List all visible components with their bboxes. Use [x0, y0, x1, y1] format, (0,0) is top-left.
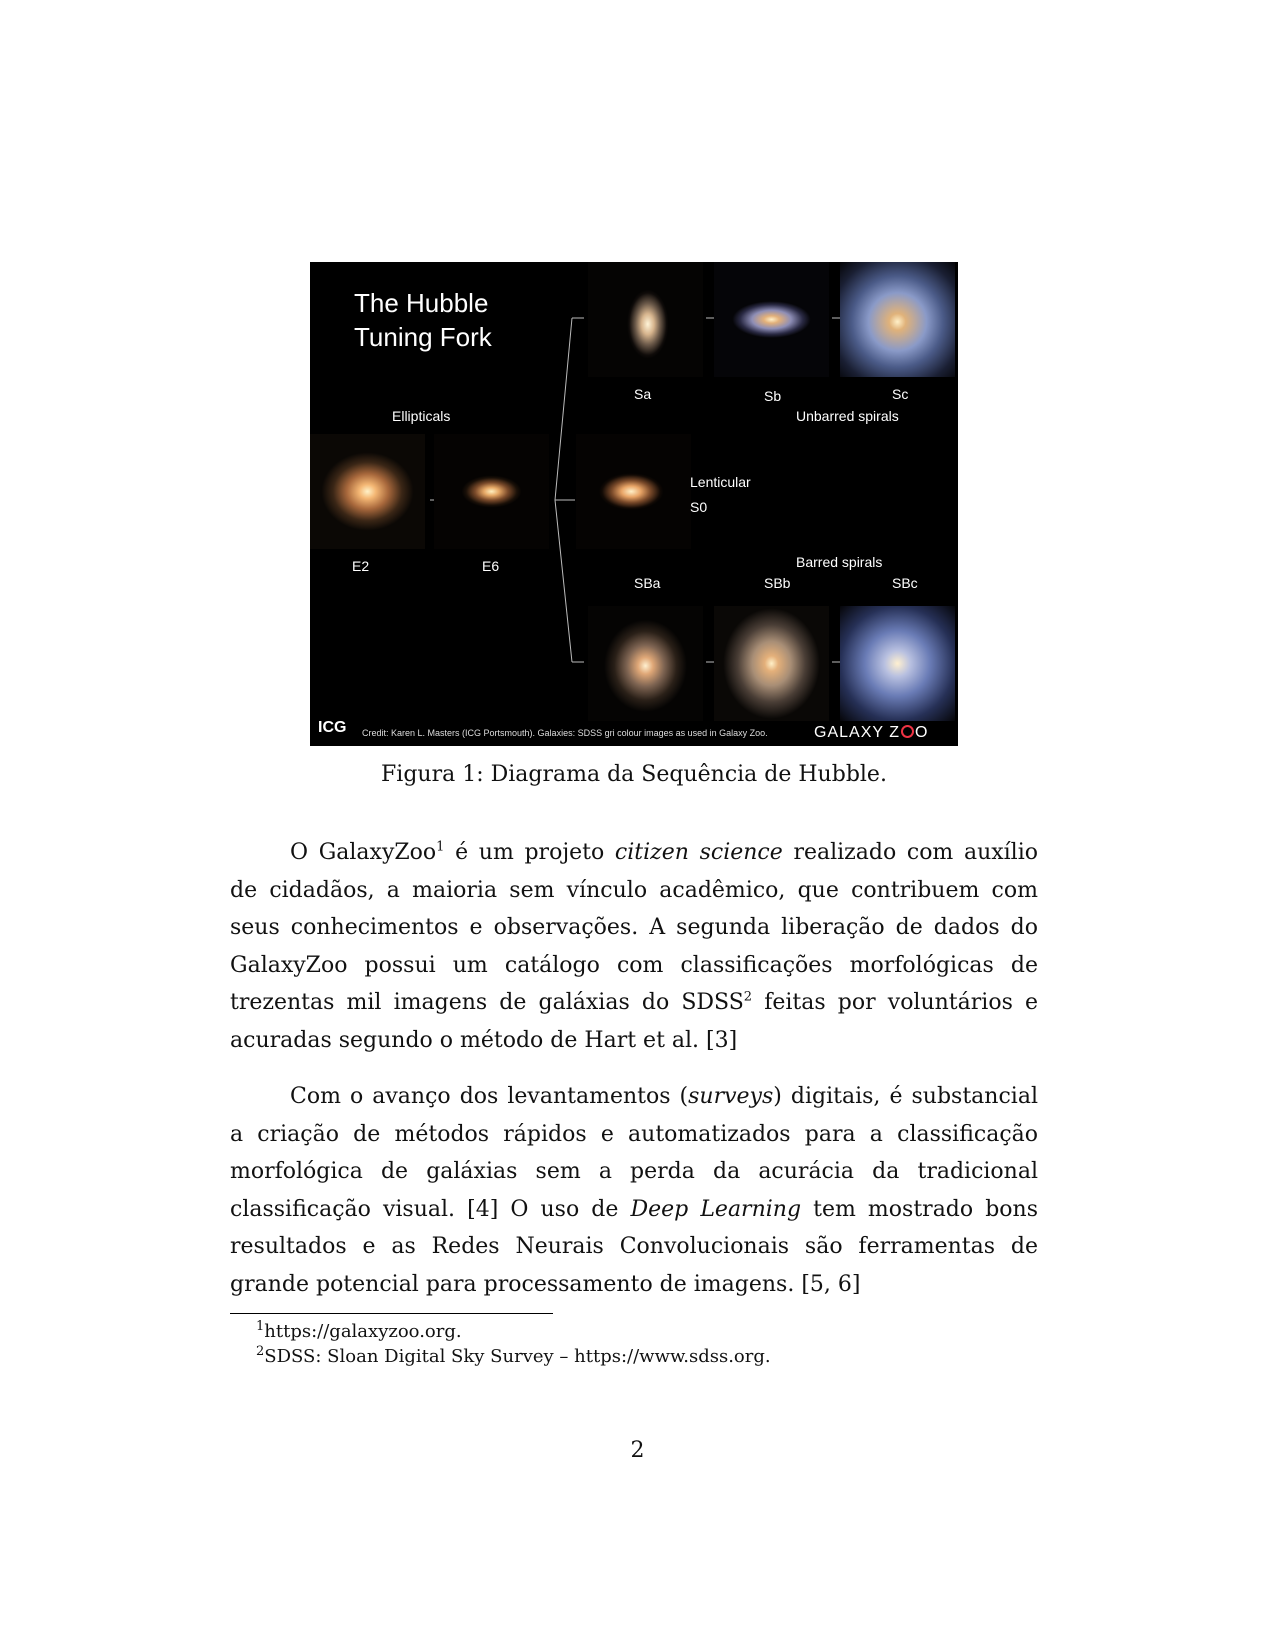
label-e2: E2: [352, 558, 370, 574]
hubble-tuning-fork-figure: The Hubble Tuning Fork Ellipticals E2 E6…: [310, 262, 958, 746]
footnote-2: 2SDSS: Sloan Digital Sky Survey – https:…: [256, 1344, 771, 1367]
paragraph-galaxyzoo: O GalaxyZoo1 é um projeto citizen scienc…: [230, 834, 1038, 1059]
galaxy-sbb-image: [714, 606, 829, 721]
galaxy-e2-image: [310, 434, 425, 549]
footnote-1-mark: 1: [256, 1319, 265, 1334]
figure-credit: Credit: Karen L. Masters (ICG Portsmouth…: [362, 728, 768, 738]
label-barred-spirals: Barred spirals: [796, 554, 883, 570]
galaxy-zoo-logo: GALAXY Z O: [814, 724, 928, 742]
footnote-ref-2: 2: [743, 989, 753, 1005]
galaxy-sb-image: [714, 262, 829, 377]
galaxy-e6-image: [434, 434, 549, 549]
para2-text-c: tem mostrado bons resultados e as Redes …: [230, 1196, 1039, 1297]
galaxy-sa-image: [588, 262, 703, 377]
para1-text-d: feitas por voluntários e acuradas segund…: [230, 990, 1039, 1053]
figure-title: The Hubble Tuning Fork: [354, 286, 492, 354]
footnote-2-mark: 2: [256, 1344, 265, 1359]
galaxy-s0-image: [576, 434, 691, 549]
galaxy-sc-image: [840, 262, 955, 377]
label-s0: S0: [690, 499, 708, 515]
para2-text-b: ) digitais, é substancial a criação de m…: [230, 1084, 1038, 1222]
label-sa: Sa: [634, 386, 652, 402]
galaxy-sba-image: [588, 606, 703, 721]
galaxy-zoo-eye-icon: [900, 725, 914, 738]
label-sb: Sb: [764, 388, 782, 404]
galaxy-zoo-logo-text: GALAXY Z: [814, 724, 900, 741]
label-ellipticals: Ellipticals: [392, 408, 451, 424]
para1-text-c: realizado com auxílio de cidadãos, a mai…: [230, 840, 1039, 1015]
galaxy-sbc-image: [840, 606, 955, 721]
para2-emphasis-surveys: surveys: [688, 1084, 774, 1109]
label-sc: Sc: [892, 386, 909, 402]
footnote-1-text: https://galaxyzoo.org.: [264, 1321, 462, 1342]
footnote-ref-1: 1: [436, 839, 445, 855]
para1-emphasis: citizen science: [614, 840, 783, 865]
label-sbb: SBb: [764, 575, 791, 591]
icg-logo: ICG: [318, 719, 347, 736]
figure-title-line1: The Hubble: [354, 288, 489, 318]
fork-lines: [430, 317, 840, 663]
paragraph-deep-learning: Com o avanço dos levantamentos (surveys)…: [230, 1078, 1038, 1303]
label-unbarred-spirals: Unbarred spirals: [796, 408, 899, 424]
label-sbc: SBc: [892, 575, 918, 591]
para1-text-b: é um projeto: [444, 840, 615, 865]
page-number: 2: [630, 1438, 645, 1463]
label-sba: SBa: [634, 575, 661, 591]
galaxy-zoo-logo-text-end: O: [914, 724, 929, 741]
footnote-divider: [230, 1313, 553, 1314]
label-e6: E6: [482, 558, 500, 574]
para1-text-a: O GalaxyZoo: [290, 840, 437, 865]
footnote-1: 1https://galaxyzoo.org.: [256, 1319, 462, 1342]
label-lenticular: Lenticular: [690, 474, 751, 490]
para2-text-a: Com o avanço dos levantamentos (: [290, 1084, 689, 1109]
para2-emphasis-deep-learning: Deep Learning: [630, 1196, 802, 1222]
figure-title-line2: Tuning Fork: [354, 322, 492, 352]
footnote-2-text: SDSS: Sloan Digital Sky Survey – https:/…: [264, 1346, 771, 1367]
figure-caption: Figura 1: Diagrama da Sequência de Hubbl…: [381, 762, 887, 787]
